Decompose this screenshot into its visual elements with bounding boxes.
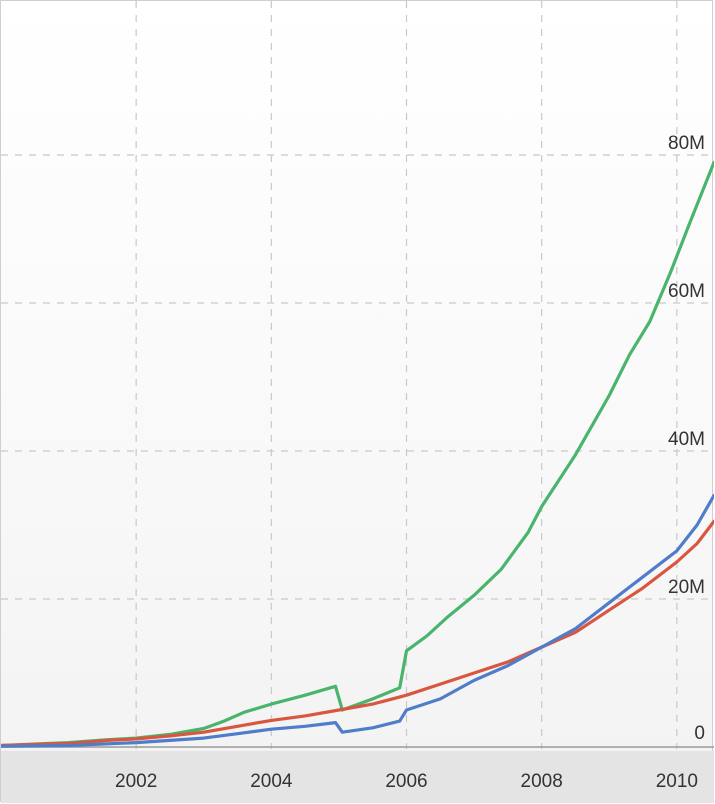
x-tick-label: 2002: [115, 771, 157, 792]
y-tick-label: 0: [694, 723, 705, 744]
series-line-1: [1, 160, 714, 748]
grid: [1, 1, 714, 749]
x-tick-label: 2004: [250, 771, 293, 792]
x-tick-label: 2010: [656, 771, 698, 792]
x-axis-band: [1, 751, 714, 803]
y-tick-label: 60M: [668, 281, 705, 302]
series-line-3: [1, 493, 714, 748]
tick-labels: 2002 2004 2006 2008 2010 0 20M 40M 60M 80M: [115, 133, 705, 792]
y-tick-label: 20M: [668, 577, 705, 598]
x-tick-label: 2008: [521, 771, 563, 792]
series-line-2: [1, 519, 714, 748]
x-tick-label: 2006: [385, 771, 427, 792]
y-tick-label: 40M: [668, 429, 705, 450]
y-tick-label: 80M: [668, 133, 705, 154]
series-lines: [1, 160, 714, 748]
